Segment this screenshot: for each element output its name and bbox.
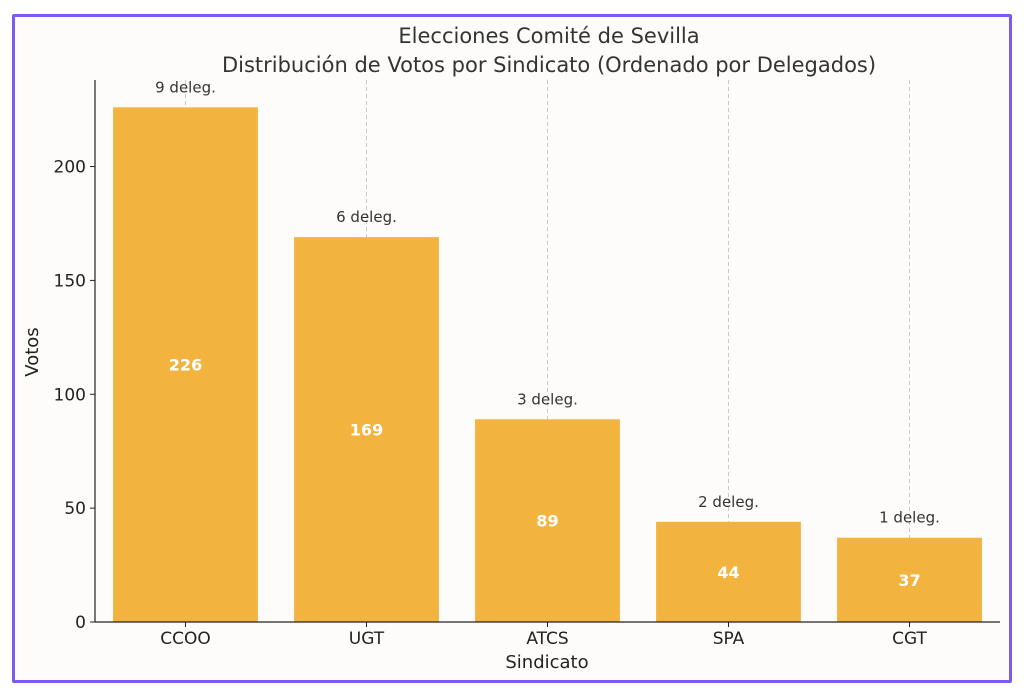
value-label: 89 [536, 512, 558, 531]
x-tick-label: CGT [892, 629, 927, 649]
x-tick-label: UGT [349, 629, 385, 649]
y-tick-label: 50 [64, 499, 86, 519]
delegates-annotation: 2 deleg. [698, 493, 759, 511]
bar-ugt [294, 237, 439, 622]
delegates-annotation: 6 deleg. [336, 208, 397, 226]
value-label: 37 [898, 571, 920, 590]
x-tick-label: CCOO [160, 629, 211, 649]
bar-ccoo [113, 107, 258, 622]
value-label: 226 [169, 356, 202, 375]
y-tick-label: 200 [54, 158, 86, 178]
chart-title: Elecciones Comité de Sevilla [398, 24, 699, 48]
y-axis-label: Votos [22, 327, 43, 376]
value-label: 169 [350, 421, 383, 440]
x-tick-label: ATCS [526, 629, 568, 649]
y-tick-label: 0 [75, 613, 86, 633]
delegates-annotation: 1 deleg. [879, 509, 940, 527]
y-tick-label: 100 [54, 385, 86, 405]
chart-subtitle: Distribución de Votos por Sindicato (Ord… [222, 53, 876, 77]
x-axis-label: Sindicato [505, 652, 588, 673]
bar-spa [656, 521, 801, 622]
y-tick-label: 150 [54, 271, 86, 291]
x-tick-label: SPA [713, 629, 745, 649]
value-label: 44 [717, 563, 739, 582]
delegates-annotation: 9 deleg. [155, 78, 216, 96]
bar-atcs [475, 419, 620, 622]
delegates-annotation: 3 deleg. [517, 390, 578, 408]
bar-cgt [837, 537, 982, 622]
